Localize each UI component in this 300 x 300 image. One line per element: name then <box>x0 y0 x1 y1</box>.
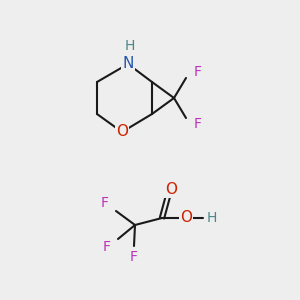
Text: O: O <box>165 182 177 196</box>
Text: F: F <box>130 250 138 264</box>
Text: F: F <box>103 240 111 254</box>
Text: F: F <box>101 196 109 210</box>
Text: O: O <box>116 124 128 140</box>
Text: F: F <box>194 65 202 79</box>
Text: O: O <box>180 211 192 226</box>
Text: H: H <box>125 39 135 53</box>
Text: N: N <box>122 56 134 71</box>
Text: F: F <box>194 117 202 131</box>
Text: H: H <box>207 211 217 225</box>
